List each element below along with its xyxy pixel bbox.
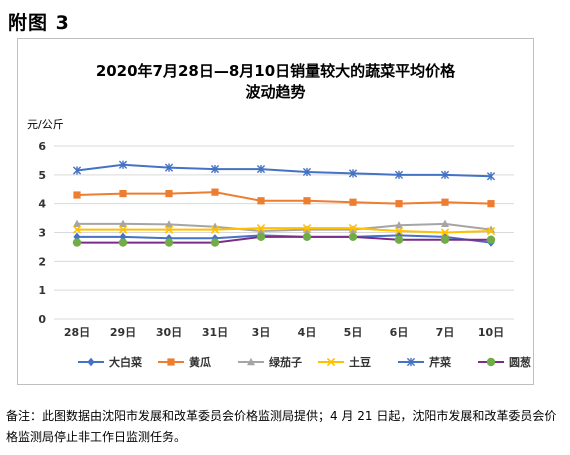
series-3-point [257,226,265,235]
legend-label: 大白菜 [109,355,143,369]
series-2-point [257,197,265,205]
x-tick-label: 10日 [478,326,504,339]
series-4-point [486,226,496,236]
series-2-point [303,197,311,205]
series-5-point [486,172,496,181]
legend-swatch-marker [406,357,416,367]
series-4-point [210,225,220,234]
series-4-point [394,226,404,236]
x-tick-label: 6日 [390,326,409,339]
series-1-point [211,234,219,243]
legend-swatch-marker [486,357,496,367]
series-2-point [119,189,127,198]
series-4-point [72,225,82,234]
series-4-point [118,225,128,234]
series-6-point [394,235,404,244]
series-5-point [210,164,220,174]
series-6-point [72,238,82,247]
series-6-point [302,232,312,242]
series-5-point [348,169,358,178]
series-6-point [118,238,128,247]
series-5-line [76,163,492,178]
series-5-point [118,160,128,169]
series-6-point [440,235,450,244]
legend-swatch-marker [167,358,175,366]
series-2-line [76,191,492,205]
y-tick-label: 2 [38,255,46,268]
series-3-point [441,219,449,228]
series-3-point [165,220,173,228]
x-tick-label: 7日 [436,326,455,339]
x-tick-label: 31日 [202,326,228,339]
y-tick-label: 6 [38,140,46,153]
chart-title-line1: 2020年7月28日—8月10日销量较大的蔬菜平均价格 [95,62,456,80]
x-tick-label: 4日 [298,326,317,339]
legend-swatch-marker [326,357,336,367]
series-3-point [73,219,81,228]
y-axis-unit-label: 元/公斤 [27,118,64,131]
series-2-point [395,200,403,208]
legend-swatch-marker [247,357,255,366]
series-3-point [395,221,403,229]
chart-frame: 2020年7月28日—8月10日销量较大的蔬菜平均价格 波动趋势 元/公斤 0 1… [17,38,534,385]
series-3-line [77,222,492,233]
series-1-point [165,234,173,243]
series-4-line [77,227,492,234]
series-6-point [256,232,266,242]
series-2-point [211,188,219,196]
y-tick-label: 5 [38,169,46,182]
series-5-point [440,170,450,179]
series-2-point [441,198,449,206]
series-6-point [210,238,220,247]
series-4-point [440,228,450,237]
legend-label: 黄瓜 [189,355,211,369]
x-tick-label: 30日 [156,326,182,339]
x-tick-label: 3日 [252,326,271,339]
series-4-point [164,225,174,234]
series-2-point [165,189,173,198]
series-2-point [487,200,495,208]
series-5-point [394,170,404,179]
y-tick-label: 4 [38,198,46,211]
y-tick-label: 3 [38,227,46,240]
legend-label: 绿茄子 [269,355,302,369]
legend-label: 土豆 [349,355,371,369]
footnote: 备注：此图数据由沈阳市发展和改革委员会价格监测局提供；4 月 21 日起，沈阳市… [6,409,557,444]
legend-label: 圆葱 [509,355,531,369]
series-5-point [256,164,266,174]
series-5-point [302,167,312,177]
series-6-point [348,232,358,242]
legend-swatch-marker [87,357,95,367]
series-2-point [73,191,81,199]
y-tick-label: 1 [38,284,46,297]
series-6-point [164,238,174,247]
series-4-point [256,224,266,233]
chart-title-line2: 波动趋势 [245,83,306,101]
series-2-point [349,198,357,206]
series-4-point [302,224,312,233]
series-6-point [486,235,496,244]
legend-label: 芹菜 [429,355,452,369]
series-3-point [119,219,127,228]
x-tick-label: 29日 [110,326,136,339]
y-tick-label: 0 [38,313,46,326]
series-5-point [72,166,82,175]
series-5-point [164,163,174,172]
x-tick-label: 28日 [64,326,90,339]
series-4-point [348,224,358,233]
series-6-line [77,235,491,244]
figure-label: 附图 3 [8,12,70,34]
x-tick-label: 5日 [344,326,363,339]
